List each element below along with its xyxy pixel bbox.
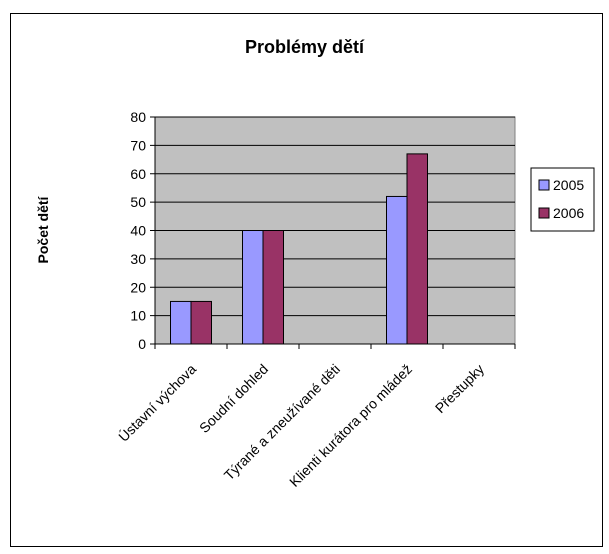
legend-swatch-2006 [538, 207, 550, 219]
legend-label-2006: 2006 [553, 205, 584, 221]
x-tick-label: Soudní dohled [196, 361, 271, 436]
x-tick-label: Ústavní výchova [115, 361, 199, 445]
y-tick-label: 60 [130, 166, 146, 182]
legend-box [530, 167, 595, 232]
legend-label-2005: 2005 [553, 177, 584, 193]
bar-2005-0 [170, 300, 192, 345]
bar-2005-1 [242, 230, 264, 345]
x-tick-label: Klienti kurátora pro mládež [286, 361, 415, 490]
y-tick-label: 30 [130, 251, 146, 267]
y-tick-label: 10 [130, 308, 146, 324]
x-tick-label: Týrané a zneužívané děti [221, 361, 343, 483]
x-tick-label: Přestupky [432, 361, 487, 416]
bar-2005-3 [386, 195, 408, 345]
bar-2006-3 [406, 153, 428, 345]
y-tick-label: 70 [130, 137, 146, 153]
chart-title: Problémy dětí [244, 37, 365, 57]
y-tick-label: 40 [130, 223, 146, 239]
y-tick-label: 80 [130, 109, 146, 125]
bar-2006-1 [262, 230, 284, 345]
y-tick-label: 0 [138, 336, 146, 352]
bar-2006-0 [190, 300, 212, 345]
y-tick-label: 50 [130, 194, 146, 210]
y-tick-label: 20 [130, 279, 146, 295]
legend-swatch-2005 [538, 179, 550, 191]
